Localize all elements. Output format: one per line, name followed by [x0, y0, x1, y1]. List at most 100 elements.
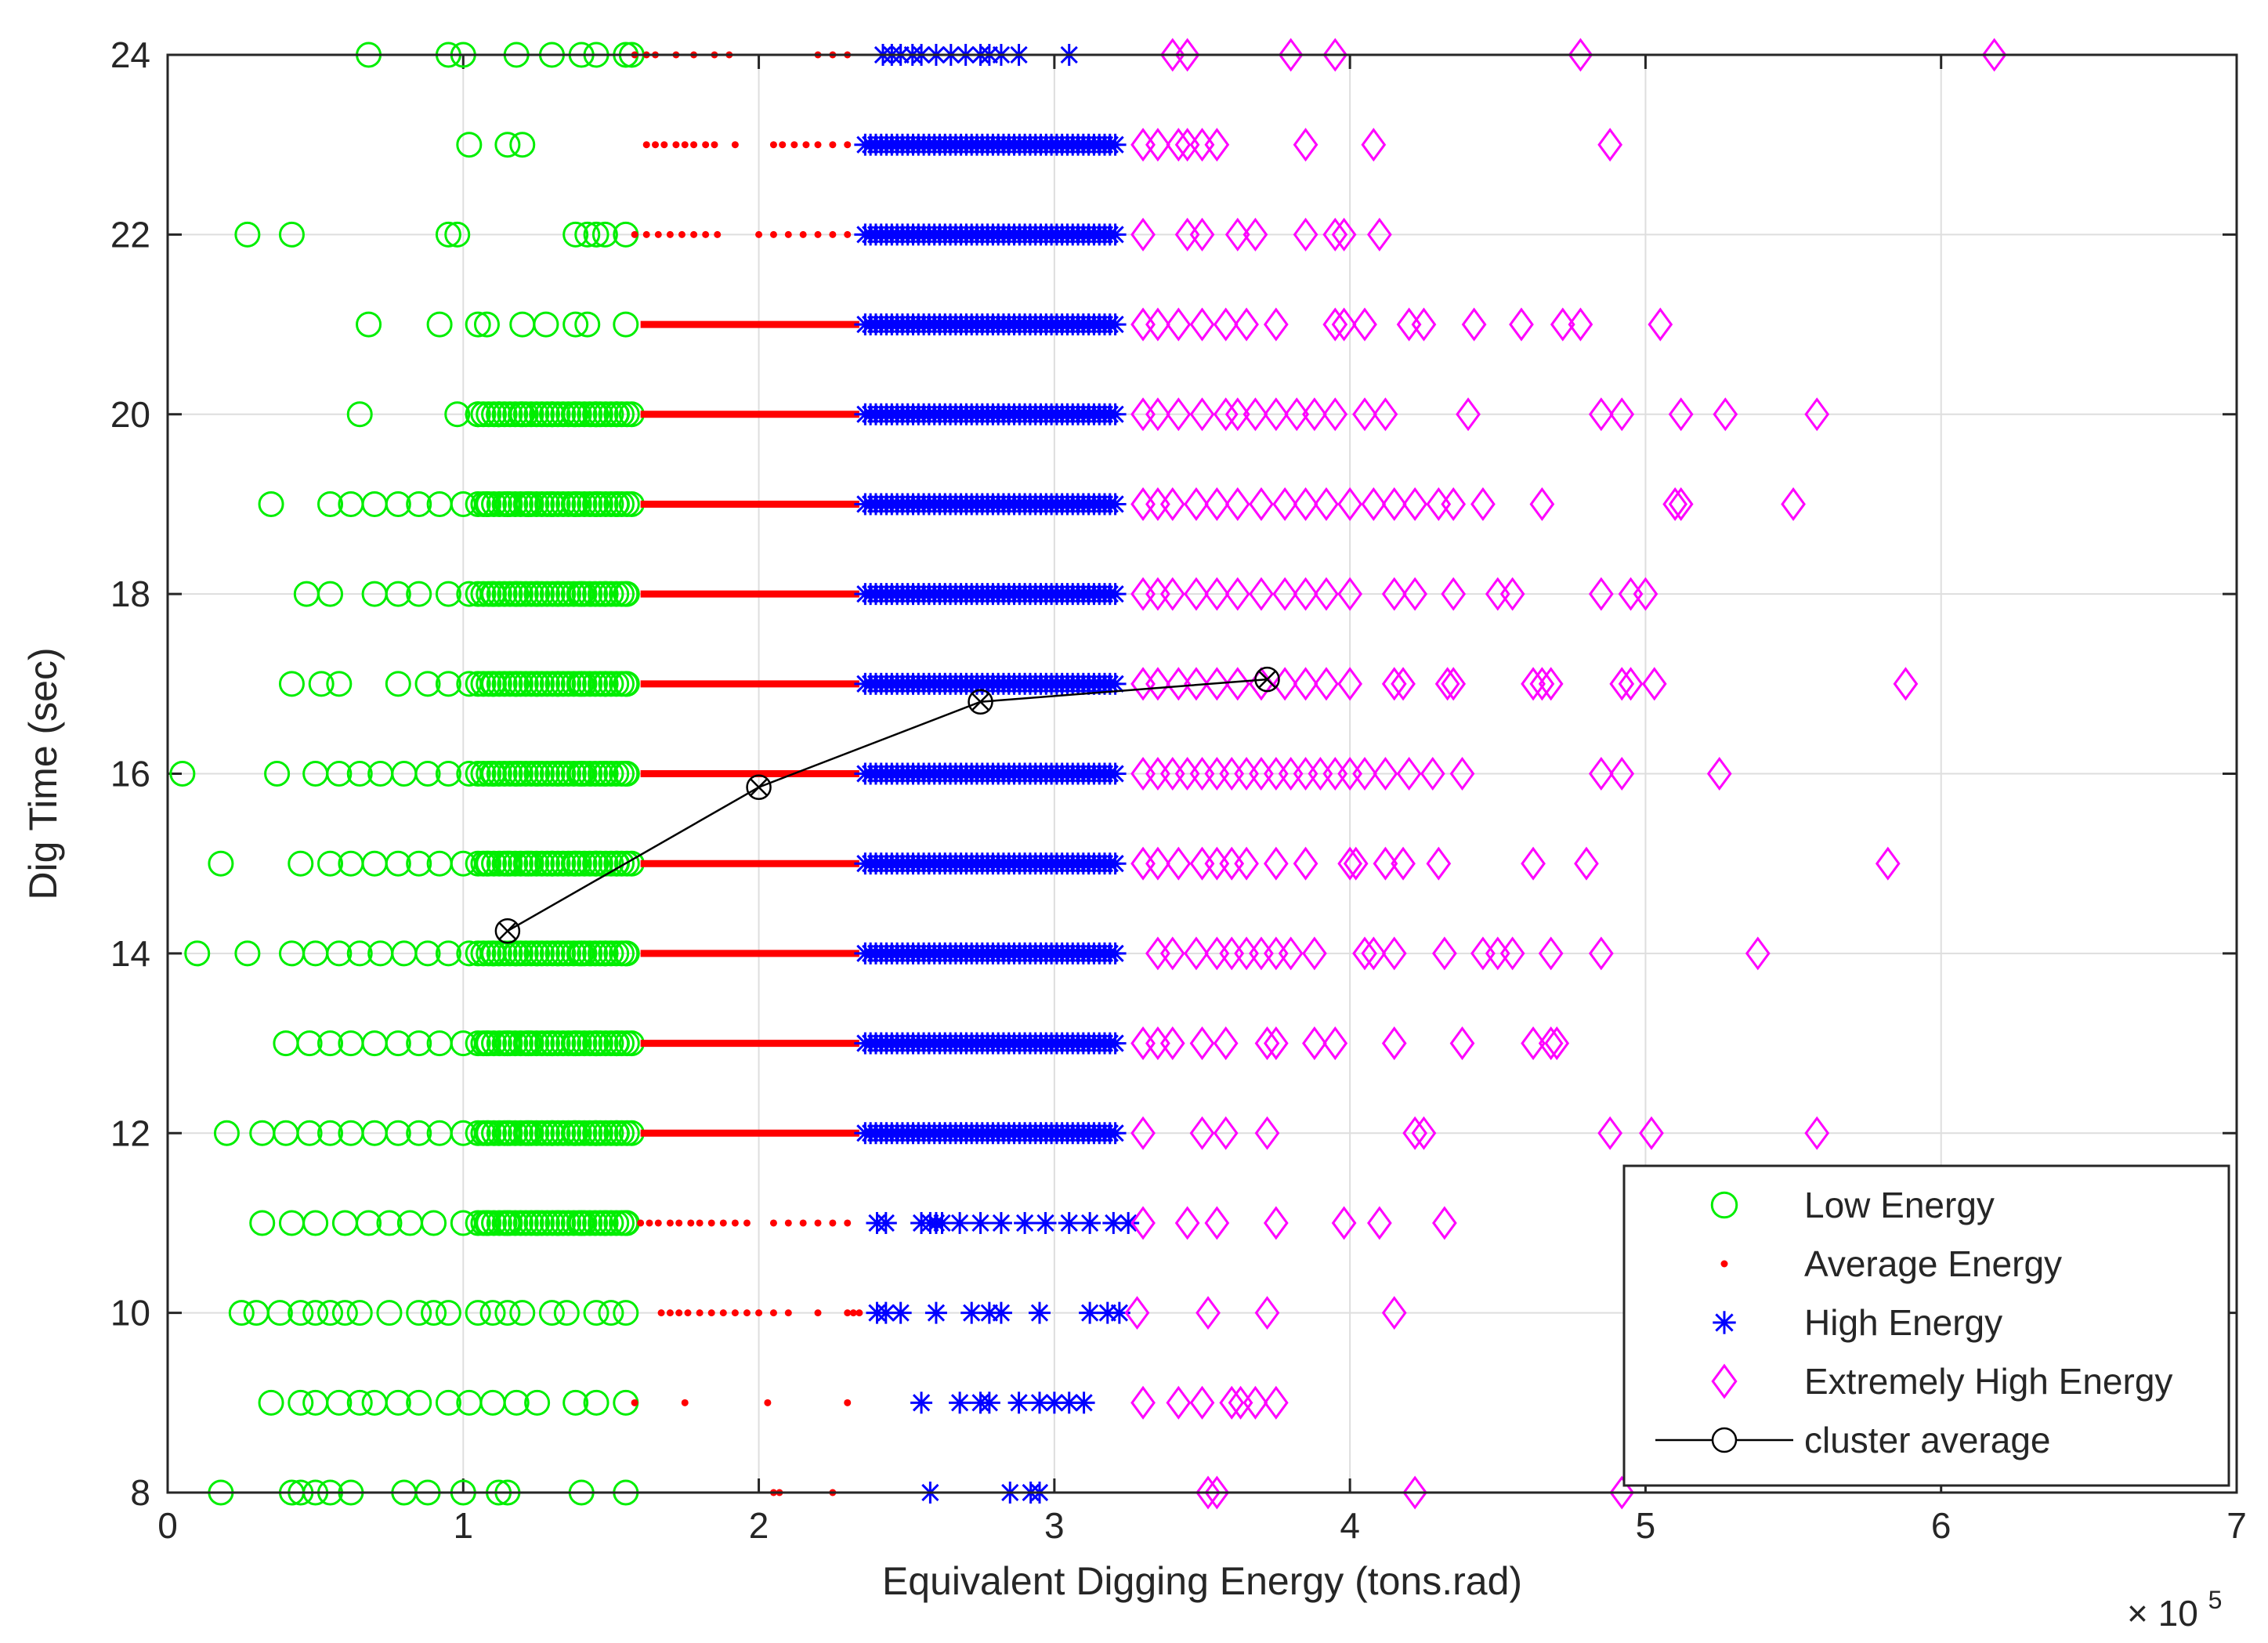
extremely-high-energy-marker [1189, 217, 1215, 252]
low-energy-marker [361, 1030, 388, 1057]
low-energy-marker [385, 581, 411, 607]
extremely-high-energy-marker [1804, 397, 1830, 432]
extremely-high-energy-marker [1145, 307, 1170, 342]
average-energy-marker [814, 230, 822, 238]
low-energy-marker [613, 1300, 639, 1326]
low-energy-marker [613, 311, 639, 338]
extremely-high-energy-marker [1254, 1296, 1280, 1330]
extremely-high-energy-marker [1893, 667, 1919, 701]
low-energy-marker [288, 850, 314, 877]
average-energy-marker [666, 230, 674, 238]
high-energy-marker-dense [1104, 403, 1127, 425]
low-energy-marker-dense [613, 850, 640, 877]
extremely-high-energy-marker [1391, 846, 1416, 881]
extremely-high-energy-marker [1609, 667, 1635, 701]
extremely-high-energy-marker [1314, 667, 1339, 701]
extremely-high-energy-marker [1449, 1026, 1475, 1061]
low-energy-marker [361, 490, 388, 517]
average-energy-marker [696, 1219, 704, 1227]
low-energy-marker [385, 850, 411, 877]
extremely-high-energy-marker [1441, 577, 1467, 611]
extremely-high-energy-marker [1249, 487, 1274, 521]
extremely-high-energy-marker [1130, 217, 1156, 252]
average-energy-marker [790, 141, 798, 149]
extremely-high-energy-marker [1272, 487, 1298, 521]
average-energy-marker [690, 230, 698, 238]
high-energy-marker [1007, 1391, 1030, 1414]
extremely-high-energy-marker [1648, 307, 1673, 342]
extremely-high-energy-marker [1234, 846, 1259, 881]
low-energy-marker [494, 132, 521, 158]
extremely-high-energy-marker [1130, 846, 1156, 881]
low-energy-marker [456, 132, 483, 158]
cluster-average-line [507, 678, 1268, 932]
extremely-high-energy-marker [1588, 577, 1614, 611]
low-energy-marker [317, 1120, 344, 1146]
average-energy-marker [844, 141, 852, 149]
extremely-high-energy-marker [1204, 1475, 1230, 1510]
high-energy-marker [1014, 1211, 1036, 1234]
extremely-high-energy-marker [1529, 487, 1555, 521]
extremely-high-energy-marker [1224, 217, 1250, 252]
average-energy-marker [779, 141, 787, 149]
extremely-high-energy-marker [1538, 1026, 1564, 1061]
cluster-average-point [1254, 666, 1280, 693]
low-energy-marker [361, 850, 388, 877]
extremely-high-energy-marker [1130, 1206, 1156, 1240]
low-energy-marker [533, 311, 559, 338]
extremely-high-energy-marker [1228, 1385, 1253, 1420]
average-energy-marker [675, 1219, 683, 1227]
extremely-high-energy-marker [1272, 667, 1298, 701]
extremely-high-energy-marker [1159, 936, 1185, 971]
extremely-high-energy-marker [1434, 667, 1460, 701]
extremely-high-energy-marker [1284, 397, 1310, 432]
y-tick-label: 24 [110, 34, 150, 75]
average-energy-marker [743, 1219, 751, 1227]
low-energy-marker [406, 1030, 432, 1057]
extremely-high-energy-marker [1145, 487, 1170, 521]
extremely-high-energy-marker [1361, 936, 1387, 971]
low-energy-marker-dense [613, 1030, 640, 1057]
low-energy-marker [317, 581, 344, 607]
low-energy-marker [317, 1300, 344, 1326]
average-energy-marker [690, 141, 698, 149]
low-energy-marker [346, 401, 373, 428]
extremely-high-energy-marker [1343, 846, 1369, 881]
extremely-high-energy-marker [1224, 487, 1250, 521]
extremely-high-energy-marker [1633, 577, 1658, 611]
extremely-high-energy-marker [1337, 577, 1363, 611]
high-energy-marker [889, 1301, 912, 1324]
extremely-high-energy-marker [1544, 1026, 1570, 1061]
extremely-high-energy-marker [1396, 307, 1422, 342]
average-energy-marker [755, 1309, 763, 1317]
extremely-high-energy-marker [1145, 1026, 1170, 1061]
y-tick-label: 18 [110, 574, 150, 614]
extremely-high-energy-marker [1204, 667, 1230, 701]
low-energy-marker [414, 940, 441, 967]
high-energy-marker [1079, 1211, 1101, 1234]
average-energy-marker [687, 1219, 695, 1227]
extremely-high-energy-marker [1184, 577, 1209, 611]
low-energy-marker [296, 1030, 323, 1057]
low-energy-marker [326, 1389, 353, 1416]
extremely-high-energy-marker [1322, 307, 1348, 342]
low-energy-marker [574, 311, 601, 338]
extremely-high-energy-marker [1668, 487, 1694, 521]
extremely-high-energy-marker [1278, 936, 1304, 971]
extremely-high-energy-marker [1189, 307, 1215, 342]
high-energy-marker [989, 1211, 1012, 1234]
low-energy-marker [385, 1389, 411, 1416]
low-energy-marker [562, 1389, 589, 1416]
extremely-high-energy-marker [1224, 667, 1250, 701]
low-energy-marker [317, 490, 344, 517]
extremely-high-energy-marker [1875, 846, 1901, 881]
low-energy-marker [406, 1389, 432, 1416]
extremely-high-energy-marker [1337, 487, 1363, 521]
extremely-high-energy-marker [1521, 846, 1546, 881]
extremely-high-energy-marker [1184, 667, 1209, 701]
extremely-high-energy-marker [1449, 756, 1475, 791]
extremely-high-energy-marker [1314, 487, 1339, 521]
y-tick-label: 22 [110, 214, 150, 255]
extremely-high-energy-marker [1263, 307, 1289, 342]
average-energy-marker [719, 1309, 727, 1317]
